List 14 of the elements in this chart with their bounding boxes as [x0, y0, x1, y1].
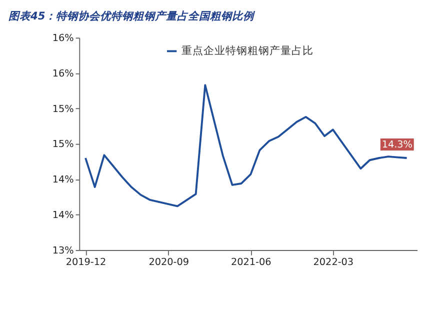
y-tick-label: 14%	[52, 210, 74, 222]
y-tick-label: 13%	[52, 245, 74, 256]
y-tick-label: 16%	[52, 33, 74, 44]
legend-label: 重点企业特钢粗钢产量占比	[181, 44, 314, 58]
y-tick-label: 14%	[52, 174, 74, 186]
y-tick-label: 15%	[52, 139, 74, 150]
y-tick-label: 15%	[52, 104, 74, 115]
y-tick-label: 16%	[52, 68, 74, 80]
data-label: 14.3%	[382, 139, 412, 150]
x-tick-label: 2020-09	[148, 257, 189, 268]
x-tick-label: 2022-03	[313, 257, 354, 268]
x-tick-label: 2019-12	[66, 257, 106, 268]
chart-title: 图表45：特钢协会优特钢粗钢产量占全国粗钢比例	[8, 9, 256, 22]
x-tick-label: 2021-06	[231, 257, 272, 268]
